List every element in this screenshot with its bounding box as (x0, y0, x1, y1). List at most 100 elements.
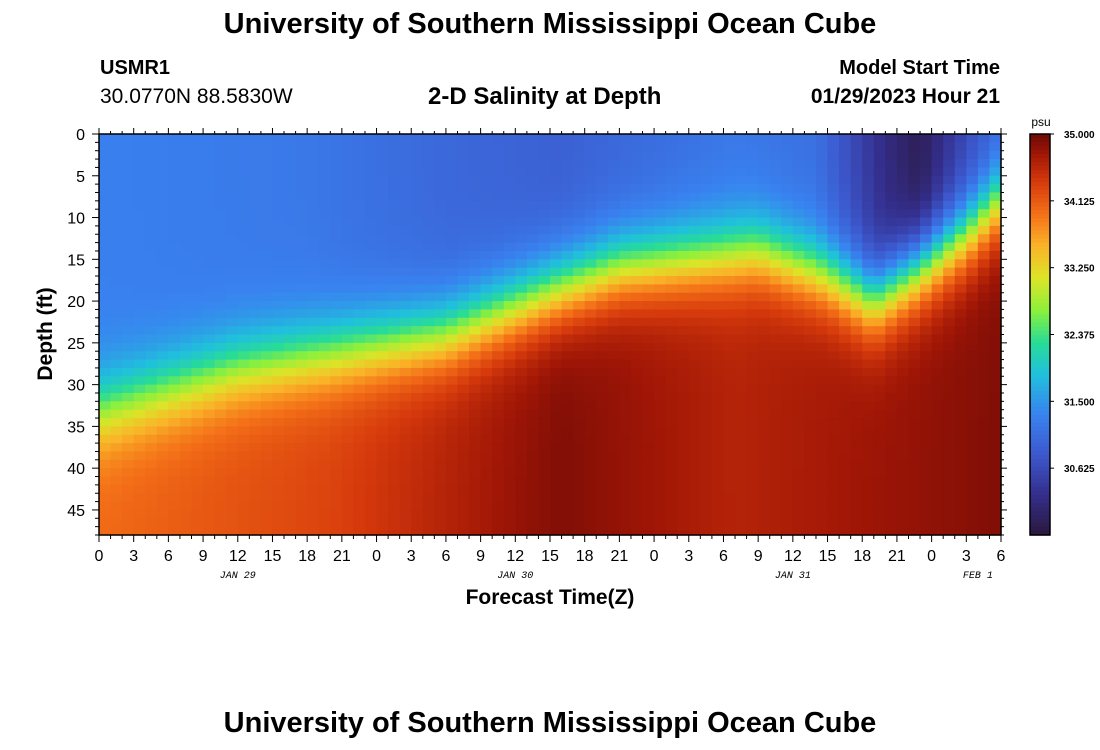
heatmap-cell (977, 326, 991, 336)
heatmap-cell (723, 167, 736, 177)
heatmap-cell (469, 476, 482, 486)
heatmap-cell (642, 509, 655, 519)
heatmap-cell (654, 351, 667, 361)
heatmap-cell (411, 518, 424, 528)
heatmap-cell (966, 451, 979, 461)
heatmap-cell (284, 242, 297, 252)
heatmap-cell (781, 242, 794, 252)
heatmap-cell (977, 142, 991, 152)
heatmap-cell (931, 451, 944, 461)
y-tick-label: 15 (67, 252, 85, 269)
heatmap-cell (815, 250, 829, 260)
heatmap-cell (110, 225, 123, 235)
heatmap-cell (191, 518, 204, 528)
heatmap-cell (399, 217, 412, 227)
heatmap-cell (284, 451, 297, 461)
heatmap-cell (156, 225, 169, 235)
heatmap-cell (226, 409, 239, 419)
heatmap-cell (168, 192, 181, 202)
heatmap-cell (538, 443, 551, 453)
heatmap-cell (573, 200, 586, 210)
x-tick-label: 3 (407, 548, 416, 565)
heatmap-cell (630, 309, 644, 319)
heatmap-cell (237, 359, 250, 369)
heatmap-cell (966, 301, 979, 311)
heatmap-cell (665, 142, 678, 152)
heatmap-cell (839, 426, 852, 436)
heatmap-cell (133, 301, 146, 311)
heatmap-cell (214, 167, 227, 177)
heatmap-cell (145, 326, 158, 336)
heatmap-cell (341, 509, 355, 519)
heatmap-cell (156, 509, 169, 519)
heatmap-cell (827, 167, 840, 177)
heatmap-cell (908, 317, 921, 327)
heatmap-cell (619, 509, 632, 519)
heatmap-cell (156, 451, 169, 461)
heatmap-cell (920, 225, 933, 235)
heatmap-cell (203, 150, 216, 160)
heatmap-cell (515, 351, 528, 361)
heatmap-cell (642, 142, 655, 152)
heatmap-cell (492, 309, 505, 319)
heatmap-cell (353, 234, 366, 244)
heatmap-cell (619, 384, 632, 394)
heatmap-cell (168, 509, 181, 519)
heatmap-cell (561, 192, 574, 202)
heatmap-cell (376, 142, 389, 152)
heatmap-cell (815, 242, 829, 252)
heatmap-cell (364, 459, 378, 469)
heatmap-cell (758, 317, 771, 327)
heatmap-cell (758, 234, 771, 244)
heatmap-cell (353, 184, 366, 194)
heatmap-cell (203, 484, 216, 494)
heatmap-cell (110, 200, 123, 210)
heatmap-cell (526, 359, 540, 369)
heatmap-cell (642, 334, 655, 344)
heatmap-cell (168, 301, 181, 311)
heatmap-cell (295, 476, 308, 486)
heatmap-cell (630, 292, 644, 302)
heatmap-cell (688, 150, 701, 160)
heatmap-cell (330, 451, 343, 461)
heatmap-cell (769, 384, 782, 394)
heatmap-cell (920, 159, 933, 169)
heatmap-cell (781, 509, 794, 519)
heatmap-cell (492, 292, 505, 302)
heatmap-cell (885, 418, 898, 427)
heatmap-cell (943, 250, 956, 260)
heatmap-cell (422, 384, 435, 394)
heatmap-cell (364, 250, 378, 260)
heatmap-cell (388, 376, 401, 386)
heatmap-cell (272, 301, 285, 311)
heatmap-cell (989, 376, 1002, 386)
heatmap-cell (376, 225, 389, 235)
heatmap-cell (376, 384, 389, 394)
heatmap-cell (353, 418, 366, 427)
heatmap-cell (700, 292, 713, 302)
heatmap-cell (630, 259, 644, 269)
heatmap-cell (226, 401, 239, 411)
heatmap-cell (550, 401, 563, 411)
heatmap-cell (573, 493, 586, 503)
heatmap-cell (469, 418, 482, 427)
heatmap-cell (237, 376, 250, 386)
heatmap-cell (203, 351, 216, 361)
heatmap-cell (966, 367, 979, 377)
heatmap-cell (249, 167, 262, 177)
heatmap-cell (330, 317, 343, 327)
heatmap-cell (827, 317, 840, 327)
heatmap-cell (226, 242, 239, 252)
heatmap-cell (885, 501, 898, 511)
heatmap-cell (850, 351, 863, 361)
heatmap-cell (688, 225, 701, 235)
heatmap-cell (260, 242, 274, 252)
heatmap-cell (260, 217, 274, 227)
heatmap-cell (526, 309, 540, 319)
heatmap-cell (908, 342, 921, 352)
x-tick-label: 0 (372, 548, 381, 565)
heatmap-cell (827, 342, 840, 352)
heatmap-cell (526, 142, 540, 152)
heatmap-cell (781, 443, 794, 453)
heatmap-cell (688, 175, 701, 185)
